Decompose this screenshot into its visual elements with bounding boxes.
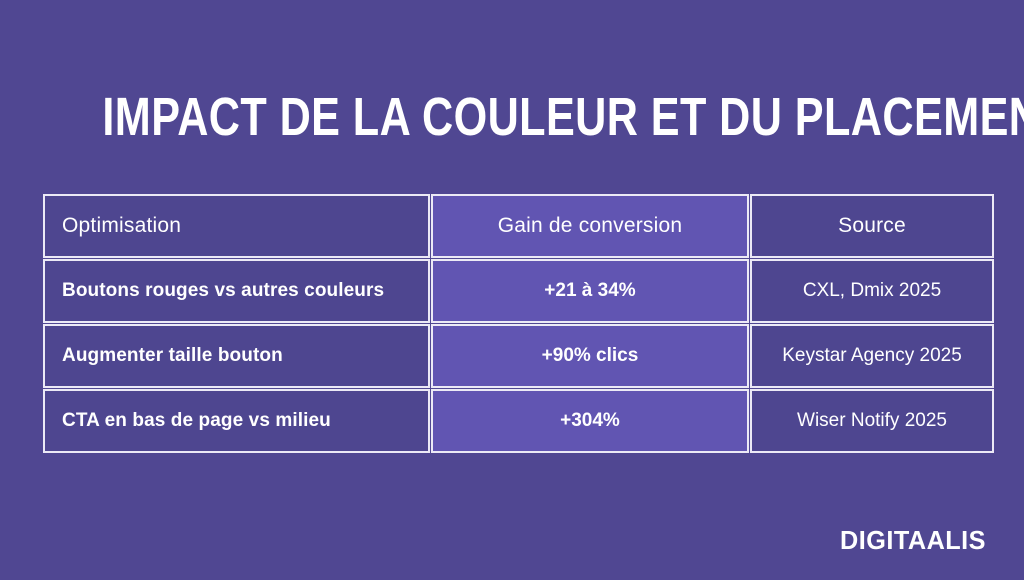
cell-source: Keystar Agency 2025 [750,324,994,388]
table-row: Boutons rouges vs autres couleurs +21 à … [43,259,994,323]
table-row: Augmenter taille bouton +90% clics Keyst… [43,324,994,388]
comparison-table-container: Optimisation Gain de conversion Source B… [41,192,994,455]
table-header-row: Optimisation Gain de conversion Source [43,194,994,258]
cell-optimisation: CTA en bas de page vs milieu [43,389,430,453]
cell-optimisation: Boutons rouges vs autres couleurs [43,259,430,323]
digitaalis-logo: DIGITAALIS [840,524,988,558]
comparison-table: Optimisation Gain de conversion Source B… [41,192,996,455]
column-header-gain: Gain de conversion [431,194,749,258]
column-header-source: Source [750,194,994,258]
table-body: Boutons rouges vs autres couleurs +21 à … [43,259,994,453]
cell-gain: +21 à 34% [431,259,749,323]
logo-text: DIGITAALIS [840,526,986,555]
page-title: Impact de la couleur et du placement [102,87,1024,148]
digitaalis-logo-icon: DIGITAALIS [840,526,986,555]
cell-source: CXL, Dmix 2025 [750,259,994,323]
cell-source: Wiser Notify 2025 [750,389,994,453]
cell-gain: +90% clics [431,324,749,388]
column-header-optimisation: Optimisation [43,194,430,258]
cell-gain: +304% [431,389,749,453]
table-header: Optimisation Gain de conversion Source [43,194,994,258]
cell-optimisation: Augmenter taille bouton [43,324,430,388]
table-row: CTA en bas de page vs milieu +304% Wiser… [43,389,994,453]
